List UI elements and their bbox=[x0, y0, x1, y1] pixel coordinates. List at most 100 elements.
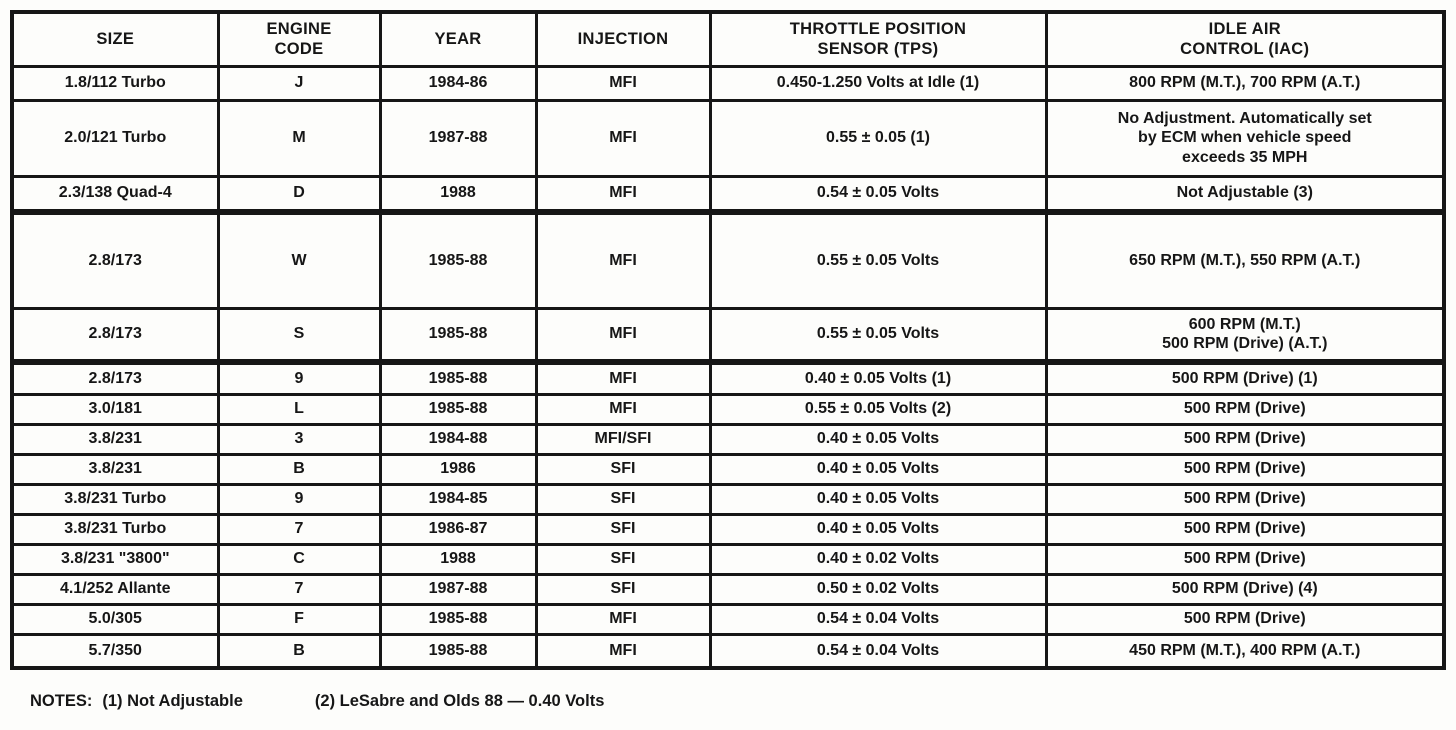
cell-tps: 0.54 ± 0.05 Volts bbox=[708, 174, 1048, 214]
cell-iac: Not Adjustable (3) bbox=[1044, 174, 1446, 214]
cell-injection: MFI bbox=[534, 174, 712, 214]
cell-year: 1988 bbox=[378, 174, 538, 214]
cell-engine-code: J bbox=[216, 64, 382, 102]
cell-engine-code: F bbox=[216, 602, 382, 636]
cell-iac: 500 RPM (Drive) (4) bbox=[1044, 572, 1446, 606]
cell-injection: MFI bbox=[534, 602, 712, 636]
cell-year: 1987-88 bbox=[378, 98, 538, 178]
table-row: 1.8/112 Turbo J 1984-86 MFI 0.450-1.250 Volt… bbox=[10, 64, 1446, 102]
cell-injection: SFI bbox=[534, 572, 712, 606]
cell-year: 1985-88 bbox=[378, 392, 538, 426]
cell-iac: No Adjustment. Automatically set by ECM … bbox=[1044, 98, 1446, 178]
cell-tps: 0.40 ± 0.05 Volts bbox=[708, 422, 1048, 456]
table-row: 5.0/305 F 1985-88 MFI 0.54 ± 0.04 Volts 500 R… bbox=[10, 602, 1446, 636]
table-row: 4.1/252 Allante 7 1987-88 SFI 0.50 ± 0.02 Vo… bbox=[10, 572, 1446, 606]
cell-size: 3.8/231 Turbo bbox=[10, 512, 220, 546]
cell-tps: 0.40 ± 0.05 Volts bbox=[708, 482, 1048, 516]
cell-tps: 0.54 ± 0.04 Volts bbox=[708, 602, 1048, 636]
cell-size: 3.8/231 bbox=[10, 452, 220, 486]
cell-iac: 500 RPM (Drive) bbox=[1044, 482, 1446, 516]
cell-size: 2.8/173 bbox=[10, 209, 220, 310]
header-row: SIZE ENGINE CODE YEAR INJECTION THROTTLE… bbox=[10, 10, 1446, 68]
cell-injection: MFI bbox=[534, 209, 712, 310]
cell-tps: 0.450-1.250 Volts at Idle (1) bbox=[708, 64, 1048, 102]
col-header-size: SIZE bbox=[10, 10, 220, 68]
cell-engine-code: L bbox=[216, 392, 382, 426]
cell-tps: 0.40 ± 0.02 Volts bbox=[708, 542, 1048, 576]
cell-engine-code: B bbox=[216, 632, 382, 670]
cell-year: 1988 bbox=[378, 542, 538, 576]
cell-size: 4.1/252 Allante bbox=[10, 572, 220, 606]
cell-tps: 0.40 ± 0.05 Volts bbox=[708, 512, 1048, 546]
table-row: 2.8/173 9 1985-88 MFI 0.40 ± 0.05 Volts (1) 5… bbox=[10, 359, 1446, 396]
cell-injection: SFI bbox=[534, 542, 712, 576]
cell-iac: 500 RPM (Drive) bbox=[1044, 602, 1446, 636]
table-row: 2.8/173 W 1985-88 MFI 0.55 ± 0.05 Volts 650 R… bbox=[10, 209, 1446, 310]
cell-engine-code: S bbox=[216, 306, 382, 364]
cell-injection: MFI/SFI bbox=[534, 422, 712, 456]
note-2: (2) LeSabre and Olds 88 — 0.40 Volts bbox=[314, 692, 605, 710]
cell-injection: MFI bbox=[534, 64, 712, 102]
cell-tps: 0.50 ± 0.02 Volts bbox=[708, 572, 1048, 606]
cell-tps: 0.54 ± 0.04 Volts bbox=[708, 632, 1048, 670]
cell-iac: 500 RPM (Drive) bbox=[1044, 422, 1446, 456]
cell-iac: 500 RPM (Drive) bbox=[1044, 452, 1446, 486]
table-row: 2.0/121 Turbo M 1987-88 MFI 0.55 ± 0.05 (1) N… bbox=[10, 98, 1446, 178]
cell-year: 1984-86 bbox=[378, 64, 538, 102]
cell-size: 2.0/121 Turbo bbox=[10, 98, 220, 178]
cell-engine-code: 7 bbox=[216, 512, 382, 546]
cell-tps: 0.40 ± 0.05 Volts (1) bbox=[708, 359, 1048, 396]
cell-year: 1985-88 bbox=[378, 359, 538, 396]
cell-engine-code: B bbox=[216, 452, 382, 486]
cell-year: 1986 bbox=[378, 452, 538, 486]
table-row: 3.0/181 L 1985-88 MFI 0.55 ± 0.05 Volts (2) 5… bbox=[10, 392, 1446, 426]
cell-injection: MFI bbox=[534, 359, 712, 396]
notes-label: NOTES: bbox=[30, 692, 93, 710]
cell-tps: 0.55 ± 0.05 (1) bbox=[708, 98, 1048, 178]
cell-size: 2.8/173 bbox=[10, 359, 220, 396]
cell-iac: 500 RPM (Drive) bbox=[1044, 542, 1446, 576]
cell-year: 1985-88 bbox=[378, 306, 538, 364]
cell-size: 2.3/138 Quad-4 bbox=[10, 174, 220, 214]
table-row: 3.8/231 "3800" C 1988 SFI 0.40 ± 0.02 Volts 5… bbox=[10, 542, 1446, 576]
cell-injection: MFI bbox=[534, 632, 712, 670]
cell-year: 1984-85 bbox=[378, 482, 538, 516]
cell-year: 1985-88 bbox=[378, 632, 538, 670]
cell-size: 1.8/112 Turbo bbox=[10, 64, 220, 102]
cell-size: 2.8/173 bbox=[10, 306, 220, 364]
cell-injection: MFI bbox=[534, 392, 712, 426]
table-row: 5.7/350 B 1985-88 MFI 0.54 ± 0.04 Volts 450 R… bbox=[10, 632, 1446, 670]
cell-size: 5.0/305 bbox=[10, 602, 220, 636]
cell-year: 1986-87 bbox=[378, 512, 538, 546]
cell-engine-code: 7 bbox=[216, 572, 382, 606]
cell-iac: 600 RPM (M.T.) 500 RPM (Drive) (A.T.) bbox=[1044, 306, 1446, 364]
table-row: 3.8/231 B 1986 SFI 0.40 ± 0.05 Volts 500 RPM … bbox=[10, 452, 1446, 486]
cell-year: 1985-88 bbox=[378, 602, 538, 636]
cell-engine-code: 3 bbox=[216, 422, 382, 456]
cell-injection: SFI bbox=[534, 452, 712, 486]
cell-engine-code: D bbox=[216, 174, 382, 214]
cell-size: 5.7/350 bbox=[10, 632, 220, 670]
cell-size: 3.8/231 "3800" bbox=[10, 542, 220, 576]
cell-size: 3.8/231 Turbo bbox=[10, 482, 220, 516]
cell-iac: 500 RPM (Drive) bbox=[1044, 512, 1446, 546]
cell-iac: 650 RPM (M.T.), 550 RPM (A.T.) bbox=[1044, 209, 1446, 310]
table-row: 3.8/231 Turbo 7 1986-87 SFI 0.40 ± 0.05 Volt… bbox=[10, 512, 1446, 546]
col-header-engine-code: ENGINE CODE bbox=[216, 10, 382, 68]
cell-engine-code: 9 bbox=[216, 359, 382, 396]
cell-tps: 0.40 ± 0.05 Volts bbox=[708, 452, 1048, 486]
cell-engine-code: M bbox=[216, 98, 382, 178]
cell-iac: 450 RPM (M.T.), 400 RPM (A.T.) bbox=[1044, 632, 1446, 670]
cell-injection: MFI bbox=[534, 98, 712, 178]
table-row: 2.8/173 S 1985-88 MFI 0.55 ± 0.05 Volts 600 R… bbox=[10, 306, 1446, 364]
cell-tps: 0.55 ± 0.05 Volts bbox=[708, 209, 1048, 310]
col-header-year: YEAR bbox=[378, 10, 538, 68]
cell-size: 3.0/181 bbox=[10, 392, 220, 426]
table-row: 2.3/138 Quad-4 D 1988 MFI 0.54 ± 0.05 Volts N… bbox=[10, 174, 1446, 214]
cell-year: 1984-88 bbox=[378, 422, 538, 456]
cell-iac: 500 RPM (Drive) (1) bbox=[1044, 359, 1446, 396]
cell-iac: 800 RPM (M.T.), 700 RPM (A.T.) bbox=[1044, 64, 1446, 102]
cell-year: 1987-88 bbox=[378, 572, 538, 606]
notes: NOTES: (1) Not Adjustable (2) LeSabre and … bbox=[30, 692, 1444, 711]
col-header-tps: THROTTLE POSITION SENSOR (TPS) bbox=[708, 10, 1048, 68]
